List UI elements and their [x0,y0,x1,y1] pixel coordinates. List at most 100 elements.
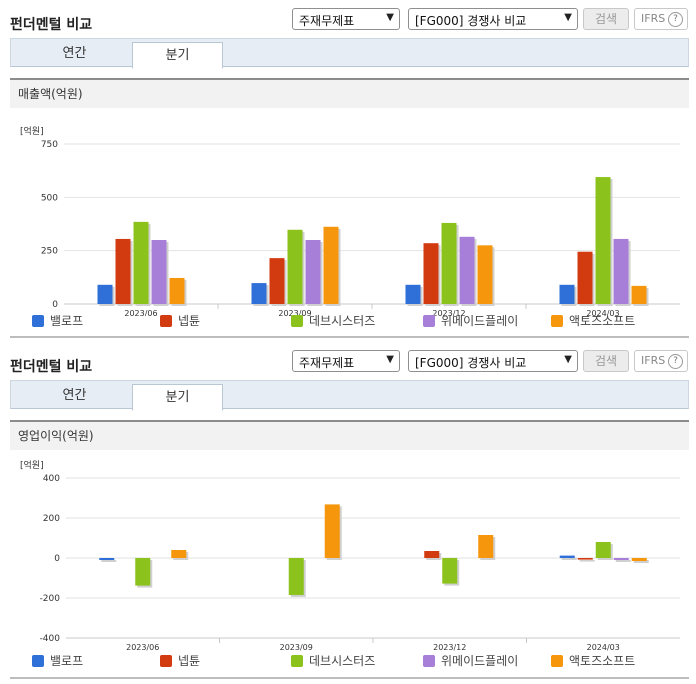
bar[interactable] [631,558,647,561]
legend-item[interactable]: 데브시스터즈 [291,652,375,670]
bar[interactable] [115,238,131,304]
bar[interactable] [559,284,575,304]
compare-select[interactable]: [FG000] 경쟁사 비교 ▼ [408,8,578,30]
bar[interactable] [442,558,458,584]
bar[interactable] [251,283,267,304]
y-tick-label: 500 [41,193,58,203]
bar[interactable] [613,558,629,560]
legend-item[interactable]: 밸로프 [32,652,83,670]
statement-select-value: 주재무제표 [299,14,355,28]
chevron-down-icon: ▼ [564,354,572,365]
y-tick-label: 200 [43,514,60,524]
y-tick-label: 250 [41,247,58,257]
fundamental-panel-revenue: 펀더멘털 비교 주재무제표 ▼ [FG000] 경쟁사 비교 ▼ 검색 IFRS… [0,8,696,338]
compare-select-value: [FG000] 경쟁사 비교 [415,356,527,370]
legend-item[interactable]: 넵튠 [160,652,200,670]
period-tabs: 연간 분기 [10,380,689,411]
help-icon[interactable]: ? [668,12,683,27]
legend-swatch [291,655,303,667]
unit-label: [억원] [20,459,44,471]
bar[interactable] [405,284,421,304]
bar-shadow [101,560,117,562]
section-title: 매출액(억원) [10,78,689,108]
legend-swatch [160,315,172,327]
bar[interactable] [151,240,167,304]
bar[interactable] [288,558,304,595]
bar-shadow [615,560,631,562]
bar[interactable] [169,277,185,304]
legend-item[interactable]: 위메이드플레이 [423,312,518,330]
y-tick-label: -400 [40,634,61,644]
legend-item[interactable]: 액토즈소프트 [551,652,635,670]
bar[interactable] [305,240,321,304]
bar[interactable] [99,558,115,560]
legend-swatch [291,315,303,327]
section-title: 영업이익(억원) [10,420,689,450]
revenue-chart: [억원] 0 250 500 750 2023/06 2023/09 2023/12 2024/… [20,125,680,316]
tab-quarterly[interactable]: 분기 [132,384,223,411]
tab-annual[interactable]: 연간 [62,46,87,61]
tab-annual[interactable]: 연간 [62,388,87,403]
ifrs-label: IFRS [641,12,666,25]
x-tick-label: 2024/03 [587,643,620,652]
bar[interactable] [171,550,187,558]
bar[interactable] [133,221,149,304]
bar[interactable] [135,558,151,586]
bar[interactable] [559,555,575,558]
bar[interactable] [477,245,493,304]
help-icon[interactable]: ? [668,354,683,369]
unit-label: [억원] [20,125,44,137]
period-tabs: 연간 분기 [10,38,689,69]
ifrs-button[interactable]: IFRS ? [634,8,688,30]
legend-item[interactable]: 데브시스터즈 [291,312,375,330]
bar[interactable] [424,551,440,558]
bar[interactable] [631,285,647,304]
panel-title: 펀더멘털 비교 [10,359,93,375]
legend-item[interactable]: 액토즈소프트 [551,312,635,330]
chart-legend: 밸로프 넵튠 데브시스터즈 위메이드플레이 액토즈소프트 [10,652,689,670]
legend-swatch [423,315,435,327]
chevron-down-icon: ▼ [386,354,394,365]
compare-select[interactable]: [FG000] 경쟁사 비교 ▼ [408,350,578,372]
legend-swatch [551,655,563,667]
y-tick-label: 400 [43,474,60,484]
legend-swatch [551,315,563,327]
bar[interactable] [595,177,611,304]
legend-label: 위메이드플레이 [441,654,519,668]
legend-swatch [32,315,44,327]
statement-select[interactable]: 주재무제표 ▼ [292,350,400,372]
legend-label: 데브시스터즈 [309,654,376,668]
bar[interactable] [287,229,303,304]
legend-label: 밸로프 [50,314,84,328]
bar[interactable] [595,542,611,558]
chart-legend: 밸로프 넵튠 데브시스터즈 위메이드플레이 액토즈소프트 [10,312,689,330]
y-tick-label: -200 [40,594,61,604]
panel-title: 펀더멘털 비교 [10,17,93,33]
legend-item[interactable]: 위메이드플레이 [423,652,518,670]
fundamental-panel-operating-profit: 펀더멘털 비교 주재무제표 ▼ [FG000] 경쟁사 비교 ▼ 검색 IFRS… [0,350,696,684]
tab-quarterly[interactable]: 분기 [132,42,223,69]
bar[interactable] [269,258,285,304]
bar[interactable] [441,222,457,304]
legend-item[interactable]: 밸로프 [32,312,83,330]
bar[interactable] [478,535,494,558]
bar[interactable] [577,251,593,304]
ifrs-button[interactable]: IFRS ? [634,350,688,372]
legend-label: 넵튠 [178,654,201,668]
bar[interactable] [323,226,339,304]
legend-label: 넵튠 [178,314,201,328]
bar[interactable] [459,236,475,304]
legend-label: 액토즈소프트 [569,314,636,328]
search-button[interactable]: 검색 [583,8,629,30]
legend-item[interactable]: 넵튠 [160,312,200,330]
bar[interactable] [97,284,113,304]
bar[interactable] [324,504,340,558]
search-button[interactable]: 검색 [583,350,629,372]
bar[interactable] [577,558,593,560]
bar-shadow [633,560,649,563]
x-tick-label: 2023/09 [278,309,311,316]
x-tick-label: 2023/12 [432,309,465,316]
bar[interactable] [423,243,439,304]
statement-select[interactable]: 주재무제표 ▼ [292,8,400,30]
bar[interactable] [613,238,629,304]
